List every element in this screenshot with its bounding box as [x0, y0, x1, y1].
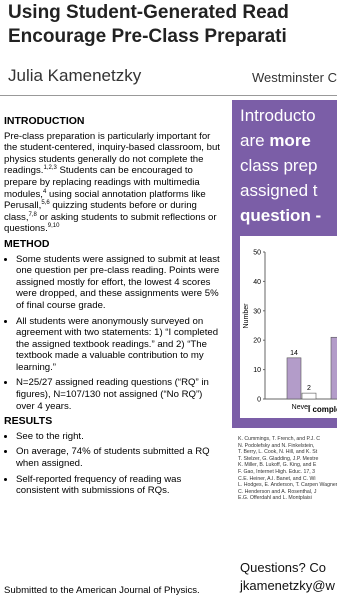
citation: 7,8: [28, 211, 37, 218]
author: Julia Kamenetzky: [8, 66, 142, 85]
y-axis-label: Number: [243, 303, 250, 329]
footer: Submitted to the American Journal of Phy…: [4, 585, 200, 596]
reference-text: C. Henderson and A. Rosenthal, J: [238, 488, 317, 495]
headline-bold: more: [269, 131, 311, 150]
chart: Number I comple 0 10 20 30 40 50 Never 14 2: [240, 236, 337, 418]
affiliation: Westminster Col: [252, 70, 337, 85]
bar: [286, 357, 302, 400]
bullet: Some students were assigned to submit at…: [16, 254, 222, 312]
reference: L. Hodges, E. Anderson, T. Carpen Wagner…: [238, 482, 337, 489]
headline: Introducto: [240, 106, 316, 125]
contact: jkamenetzky@w: [240, 578, 335, 593]
intro-text: Students can be encouraged to prepare by…: [4, 165, 200, 200]
bullet: All students were anonymously surveyed o…: [16, 316, 222, 374]
intro-text: using social annotation platforms like P…: [4, 188, 206, 212]
reference: K. Cummings, T. French, and P.J. C: [238, 436, 337, 443]
intro-paragraph: Pre-class preparation is particularly im…: [4, 131, 222, 235]
headline-text: are: [240, 131, 265, 150]
citation: 9,10: [47, 223, 60, 230]
data-label: 14: [290, 350, 298, 357]
headline: assigned t: [240, 181, 318, 200]
bar: [301, 392, 317, 400]
reference-text: K. Cummings, T. French, and P.J. C: [238, 436, 320, 442]
headline: are more: [240, 131, 311, 151]
title: Encourage Pre-Class Preparati: [8, 26, 287, 47]
headline: question -: [240, 206, 322, 225]
results-list: See to the right. On average, 74% of stud…: [4, 431, 222, 497]
intro-text: quizzing students before or during class…: [4, 200, 197, 223]
left-column: INTRODUCTION Pre-class preparation is pa…: [4, 112, 222, 501]
reference: T. Berry, L. Cook, N. Hill, and K. St: [238, 449, 337, 456]
bullet: On average, 74% of students submitted a …: [16, 446, 222, 469]
bullet: Self-reported frequency of reading was c…: [16, 474, 222, 497]
reference: T. Stelzer, G. Gladding, J.P. Mestre: [238, 456, 337, 463]
reference: C.E. Heiner, A.I. Banet, and C. Wi: [238, 476, 337, 483]
reference: C. Henderson and A. Rosenthal, J: [238, 489, 337, 496]
bullet: N=25/27 assigned reading questions (“RQ”…: [16, 377, 222, 412]
citation: 1,2,3: [43, 165, 57, 172]
reference-text: T. Berry, L. Cook, N. Hill, and K. St: [238, 449, 318, 456]
reference: K. Miller, B. Lukoff, G. King, and E: [238, 462, 337, 469]
reference: E.G. Offerdahl and L. Montplaisi: [238, 495, 337, 502]
reference-text: C.E. Heiner, A.I. Banet, and C. Wi: [238, 475, 316, 482]
divider: [0, 95, 337, 96]
x-tick-label: Never: [292, 404, 311, 411]
headline: class prep: [240, 156, 318, 175]
x-axis-label: I comple: [308, 405, 337, 414]
reference: N. Podolefsky and N. Finkelstein,: [238, 443, 337, 450]
reference-text: L. Hodges, E. Anderson, T. Carpen Wagner…: [238, 482, 337, 489]
intro-text: Pre-class preparation is particularly im…: [4, 130, 220, 177]
citation: 4: [42, 188, 47, 195]
citation: 5,6: [41, 199, 50, 206]
reference-text: T. Stelzer, G. Gladding, J.P. Mestre: [238, 455, 319, 462]
reference-text: E.G. Offerdahl and L. Montplaisi: [238, 495, 312, 502]
reference-text: N. Podolefsky and N. Finkelstein,: [238, 442, 315, 449]
data-label: 2: [307, 385, 311, 392]
heading: RESULTS: [4, 415, 53, 428]
heading: INTRODUCTION: [4, 115, 85, 127]
intro-text: or asking students to submit reflections…: [4, 211, 217, 235]
title: Using Student-Generated Read: [8, 2, 289, 23]
y-tick-label: 0: [257, 397, 261, 404]
reference-text: K. Miller, B. Lukoff, G. King, and E: [238, 462, 317, 469]
method-list: Some students were assigned to submit at…: [4, 254, 222, 413]
y-tick-label: 40: [253, 279, 261, 286]
reference-text: F. Gao, Internet High. Educ. 17, 3: [238, 468, 315, 475]
bullet: See to the right.: [16, 431, 222, 443]
reference: F. Gao, Internet High. Educ. 17, 3: [238, 469, 337, 476]
y-tick-label: 30: [253, 308, 261, 315]
contact: Questions? Co: [240, 560, 326, 575]
bar: [330, 336, 337, 400]
heading: METHOD: [4, 237, 50, 250]
y-tick-label: 50: [253, 250, 261, 257]
y-tick-label: 10: [253, 367, 261, 374]
references: K. Cummings, T. French, and P.J. C N. Pod…: [238, 436, 337, 502]
y-tick-label: 20: [253, 338, 261, 345]
